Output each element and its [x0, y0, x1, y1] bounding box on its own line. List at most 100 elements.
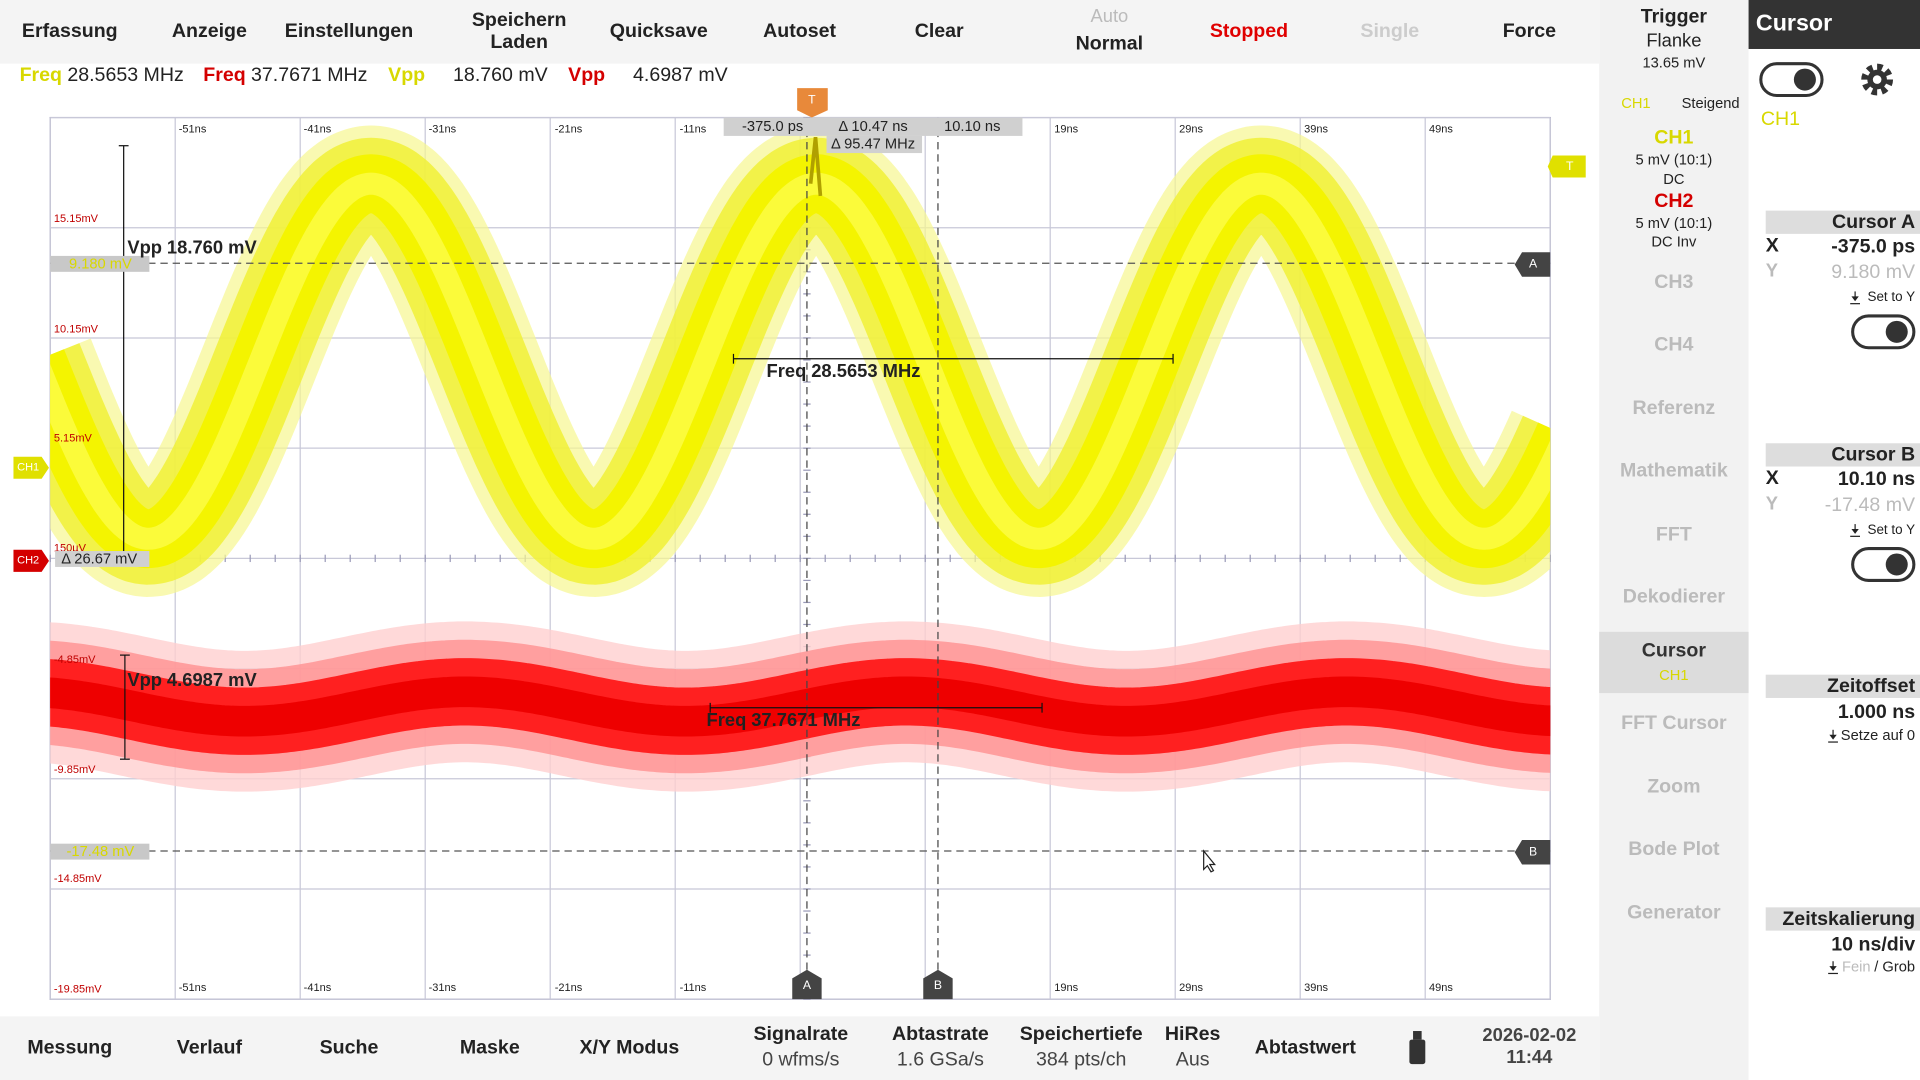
menu-button[interactable]: Normal: [1076, 32, 1143, 54]
toggle-knob: [1885, 553, 1908, 576]
text-part: Freq: [707, 709, 747, 730]
trigger-level: 13.65 mV: [1642, 56, 1705, 72]
menu-button[interactable]: Einstellungen: [285, 20, 413, 42]
bottom-button[interactable]: Suche: [320, 1036, 379, 1058]
ch1-marker: [13, 456, 49, 479]
cursor-marker-label: B: [934, 978, 942, 992]
ch2-scale: 5 mV (10:1): [1636, 216, 1713, 232]
time-label: -41ns: [304, 124, 332, 136]
cursor-panel-section: [1765, 443, 1920, 467]
measurement-value: 4.6987 mV: [633, 64, 728, 86]
set-to-y-button[interactable]: Set to Y: [1867, 522, 1915, 537]
side-menu-item[interactable]: FFT Cursor: [1621, 712, 1727, 734]
measurement-value: 37.7671 MHz: [251, 64, 367, 86]
side-menu-item[interactable]: Referenz: [1633, 397, 1716, 419]
cursor-y-box: [50, 255, 150, 272]
cursor-x-marker: [792, 969, 822, 1000]
freq-annotation: Freq 37.7671 MHz: [707, 709, 861, 730]
text-part: / Grob: [1874, 959, 1915, 975]
cursor-x-value[interactable]: 10.10 ns: [1838, 468, 1915, 490]
side-menu-item[interactable]: Dekodierer: [1623, 586, 1726, 608]
time-offset-value[interactable]: 1.000 ns: [1838, 701, 1915, 723]
date: 2026-02-02: [1482, 1024, 1576, 1045]
overlay: -51ns -51ns -41ns -41ns -31ns -31ns -21ns -21ns…: [13, 88, 1586, 1000]
side-menu-item[interactable]: CH4: [1654, 333, 1693, 355]
ch1-button[interactable]: CH1: [1654, 127, 1693, 149]
toggle-knob: [1885, 320, 1908, 343]
time-label: -31ns: [429, 124, 457, 136]
status-value: 1.6 GSa/s: [897, 1049, 984, 1071]
cursor-panel-header: [1748, 0, 1920, 49]
cursor-y-label: Y: [1766, 260, 1778, 281]
cursor-x-value[interactable]: -375.0 ps: [1831, 236, 1915, 258]
menu-button[interactable]: Clear: [915, 20, 964, 42]
set-icon: [1851, 528, 1859, 534]
ch1-level-label: 15.15mV: [54, 213, 99, 225]
text-part: Vpp: [127, 236, 162, 257]
side-menu-item[interactable]: CH3: [1654, 271, 1693, 293]
menu-button[interactable]: Anzeige: [172, 20, 247, 42]
settings-gear[interactable]: [1861, 63, 1894, 96]
trigger-spike: [808, 136, 823, 197]
trigger-title[interactable]: Trigger: [1641, 5, 1708, 27]
measurement-label: Vpp: [388, 64, 425, 86]
measurement-label: Freq: [20, 64, 62, 86]
cursor-readout: Δ 95.47 MHz: [831, 136, 915, 152]
ch1-coupling: DC: [1663, 172, 1685, 188]
ch1-level-label: 5.15mV: [54, 432, 93, 444]
usb-icon: [1413, 1031, 1422, 1040]
reset-offset-button[interactable]: Setze auf 0: [1841, 728, 1915, 744]
cursor-marker-label: B: [1529, 844, 1537, 858]
menu-button[interactable]: Autoset: [763, 20, 836, 42]
set-icon: [1851, 296, 1859, 302]
trigger-marker: [797, 88, 828, 118]
measurement-label: Vpp: [568, 64, 605, 86]
bottom-button[interactable]: Maske: [460, 1036, 520, 1058]
menu-button[interactable]: Laden: [490, 31, 548, 53]
trigger-source: CH1: [1621, 96, 1650, 112]
ch2-button[interactable]: CH2: [1654, 190, 1693, 212]
menu-button[interactable]: Stopped: [1210, 20, 1288, 42]
time-label: -51ns: [179, 982, 207, 994]
menu-button[interactable]: Erfassung: [22, 20, 118, 42]
cursor-readout: -375.0 ps: [742, 119, 803, 135]
cursor-title: Cursor B: [1831, 444, 1915, 466]
cursor-marker-label: A: [803, 978, 812, 992]
time-label: 49ns: [1429, 124, 1453, 136]
ch2-marker-label: CH2: [17, 555, 39, 567]
status-value: Aus: [1176, 1049, 1210, 1071]
fine-coarse-toggle[interactable]: Fein / Grob: [1842, 959, 1915, 975]
cursor-y-value: 9.180 mV: [1831, 261, 1915, 283]
bottom-button[interactable]: Messung: [27, 1036, 112, 1058]
set-to-y-button[interactable]: Set to Y: [1867, 289, 1915, 304]
time-scale-value[interactable]: 10 ns/div: [1831, 933, 1915, 955]
time-label: 19ns: [1054, 982, 1078, 994]
side-menu-active-item[interactable]: Cursor: [1642, 640, 1707, 662]
ch1-level-label: 10.15mV: [54, 323, 99, 335]
waveforms: [50, 125, 1551, 792]
time-label: -51ns: [179, 124, 207, 136]
delta-y-box: [55, 551, 150, 567]
side-menu-item[interactable]: FFT: [1656, 523, 1692, 545]
side-menu-item[interactable]: Generator: [1627, 902, 1721, 924]
bottom-button[interactable]: X/Y Modus: [580, 1036, 680, 1058]
cursor-y-marker: [1514, 840, 1551, 865]
sample-mode[interactable]: Abtastwert: [1255, 1036, 1357, 1058]
side-menu-item[interactable]: Mathematik: [1620, 460, 1728, 482]
status-label: Speichertiefe: [1020, 1023, 1143, 1045]
time-label: -41ns: [304, 982, 332, 994]
menu-button[interactable]: Auto: [1090, 5, 1128, 26]
side-menu-item[interactable]: Bode Plot: [1628, 838, 1720, 860]
text-part: 18.760 mV: [167, 236, 258, 257]
time-scale-title: Zeitskalierung: [1782, 908, 1915, 930]
measurement-value: 18.760 mV: [453, 64, 548, 86]
menu-button[interactable]: Force: [1503, 20, 1556, 42]
ch2-trace: [50, 676, 1551, 737]
bottom-bar: [0, 1016, 1600, 1080]
menu-button[interactable]: Quicksave: [610, 20, 708, 42]
side-menu-item[interactable]: Zoom: [1647, 776, 1700, 798]
menu-button[interactable]: Single: [1360, 20, 1419, 42]
menu-button[interactable]: Speichern: [472, 9, 567, 31]
bottom-button[interactable]: Verlauf: [177, 1036, 243, 1058]
cursor-source: CH1: [1761, 108, 1800, 130]
